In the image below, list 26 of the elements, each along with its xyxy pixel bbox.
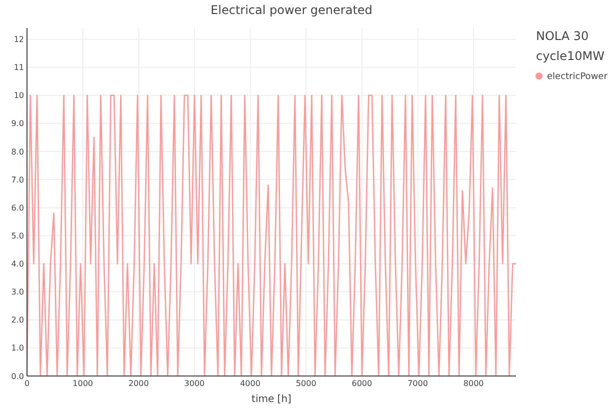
x-tick-label: 1000 xyxy=(72,379,93,388)
y-tick-label: 8.0 xyxy=(11,147,24,156)
y-tick-label: 6.0 xyxy=(11,203,24,212)
y-tick-label: 10 xyxy=(14,91,24,100)
x-tick-label: 5000 xyxy=(296,379,316,388)
x-tick-label: 0 xyxy=(24,379,30,388)
legend-label: electricPower xyxy=(547,72,608,82)
x-tick-label: 3000 xyxy=(184,379,205,388)
y-tick-label: 1.0 xyxy=(11,344,24,353)
x-tick-label: 4000 xyxy=(240,379,260,388)
y-tick-label: 2.0 xyxy=(11,316,24,325)
x-axis-title: time [h] xyxy=(252,394,292,405)
x-tick-label: 2000 xyxy=(128,379,149,388)
y-tick-label: 9.0 xyxy=(11,119,24,128)
y-tick-label: 12 xyxy=(14,35,24,44)
y-tick-label: 5.0 xyxy=(11,231,24,240)
x-tick-label: 8000 xyxy=(463,379,484,388)
x-tick-label: 6000 xyxy=(352,379,372,388)
y-tick-label: 4.0 xyxy=(11,260,24,269)
legend-title: NOLA 30 cycle10MW xyxy=(536,29,605,63)
chart-title: Electrical power generated xyxy=(210,3,372,17)
x-tick-label: 7000 xyxy=(408,379,428,388)
y-tick-label: 0.0 xyxy=(11,372,24,381)
y-tick-label: 7.0 xyxy=(11,175,24,184)
y-tick-label: 3.0 xyxy=(11,288,24,297)
y-tick-label: 11 xyxy=(14,63,24,72)
